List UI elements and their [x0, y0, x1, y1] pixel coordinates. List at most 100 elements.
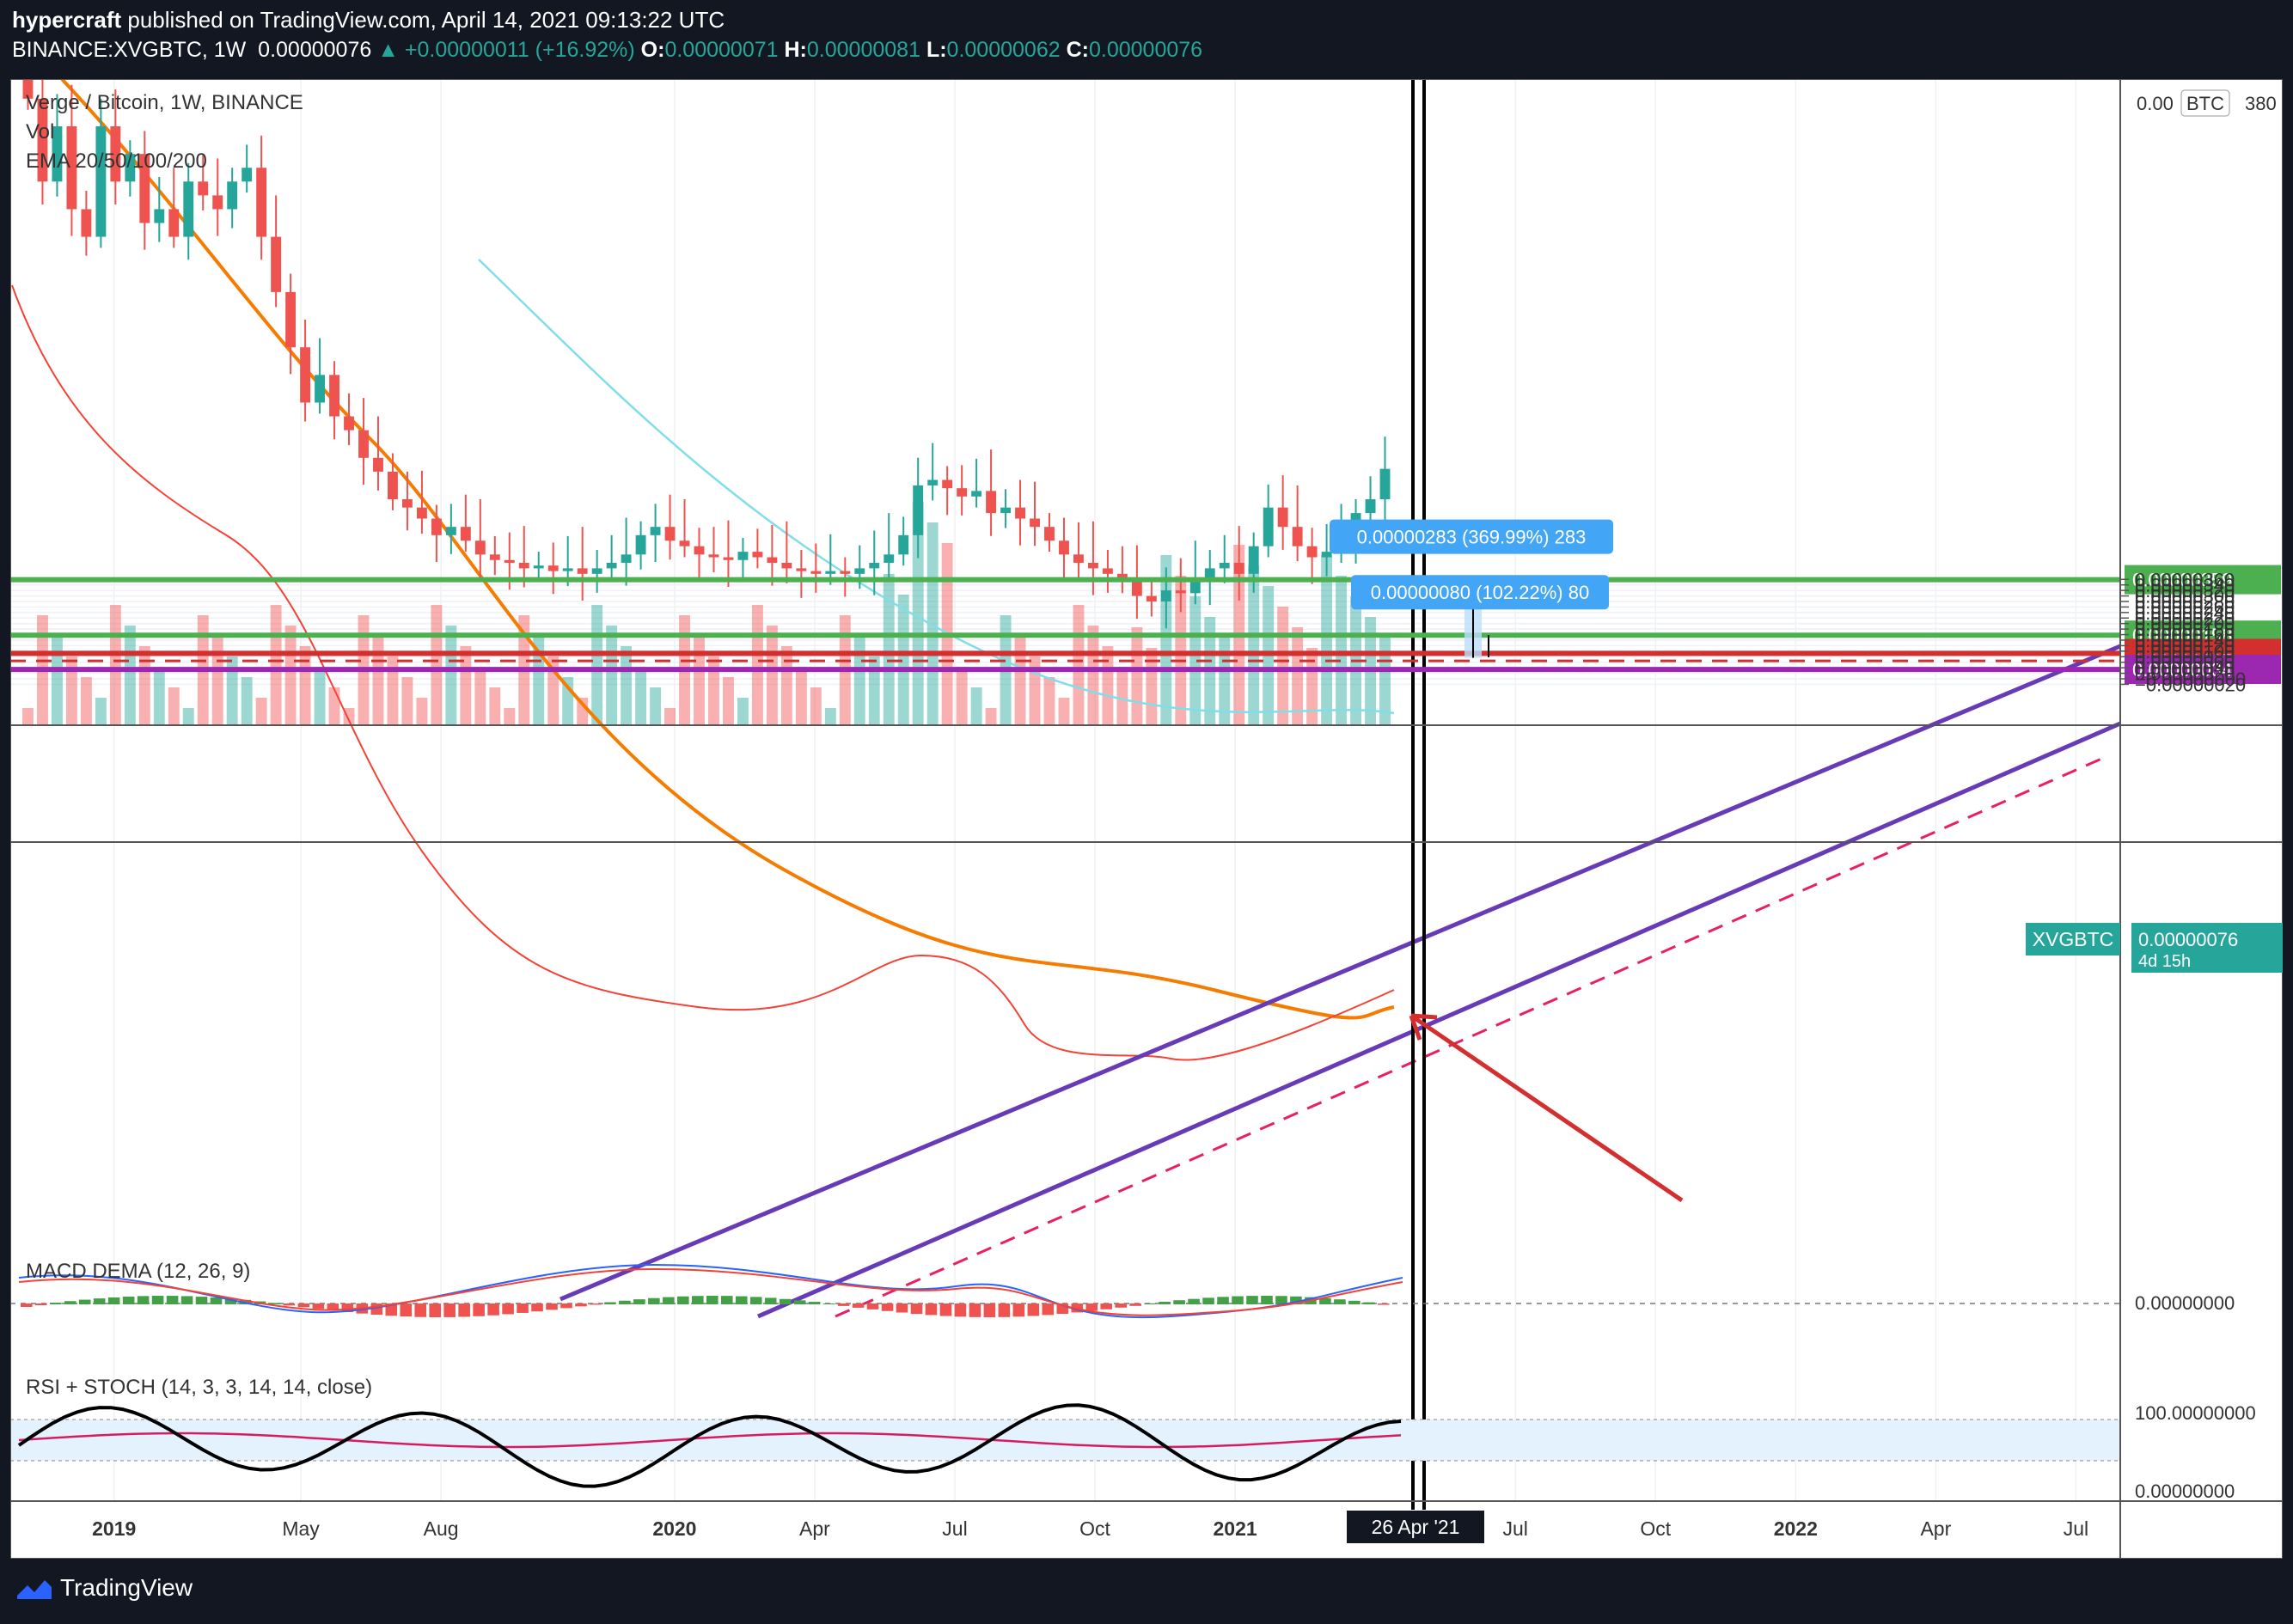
volume-bar	[926, 522, 939, 725]
volume-bar	[226, 656, 238, 725]
trendlines	[559, 79, 2121, 1510]
candle-body	[344, 416, 354, 430]
open-value: 0.00000071	[664, 38, 779, 62]
macd-line	[18, 1263, 1403, 1319]
candle-body	[650, 527, 661, 535]
candle-body	[110, 126, 121, 182]
pointer-arrow-head	[1409, 1013, 1438, 1041]
volume-bar	[109, 605, 121, 725]
symbol-badge-text: XVGBTC	[2033, 928, 2114, 950]
candle-body	[708, 554, 719, 558]
macd-pane	[10, 1263, 2120, 1319]
candle-body	[1379, 468, 1391, 500]
volume-bar	[1116, 667, 1128, 725]
macd-hist	[429, 1303, 441, 1317]
candle-body	[1204, 568, 1215, 583]
measure-badge	[1330, 519, 1613, 554]
volume-bar	[1379, 638, 1391, 725]
candle-body	[1248, 546, 1259, 574]
tradingview-logo[interactable]: TradingView	[15, 1574, 193, 1602]
footer-bar	[0, 1562, 2293, 1624]
candle-body	[445, 527, 456, 535]
candle-body	[869, 562, 880, 569]
candle-body	[168, 209, 180, 237]
macd-hist	[443, 1303, 456, 1317]
candle-body	[139, 154, 150, 223]
candle-body	[242, 168, 253, 182]
macd-hist	[34, 1303, 47, 1306]
candle-body	[504, 559, 515, 563]
volume-bar	[95, 698, 107, 725]
macd-hist	[720, 1296, 733, 1304]
macd-hist	[604, 1302, 616, 1304]
candle-body	[621, 554, 632, 563]
price-tick: 0.00000280	[2135, 591, 2235, 613]
candle-body	[796, 568, 807, 571]
macd-hist	[1319, 1297, 1331, 1304]
macd-hist	[925, 1303, 938, 1316]
candle-body	[781, 562, 792, 569]
candle-body	[1015, 507, 1025, 519]
volume-bar	[1321, 555, 1333, 725]
volume-bar	[138, 646, 150, 725]
current-price-countdown: 4d 15h	[2138, 952, 2191, 971]
vol-legend: Vol	[26, 120, 54, 143]
volume-bar	[956, 667, 968, 725]
currency-box[interactable]	[2180, 89, 2230, 117]
volume-bar	[635, 667, 647, 725]
time-tick: 2019	[92, 1517, 136, 1540]
macd-hist	[677, 1296, 689, 1304]
chart-area[interactable]: 0.000003590.000001580.000000920.00000065…	[9, 43, 2284, 1560]
volume-bar	[65, 656, 77, 725]
macd-hist	[1378, 1303, 1390, 1305]
macd-hist	[1042, 1303, 1055, 1316]
volume-bar	[737, 698, 749, 725]
macd-hist	[137, 1296, 150, 1304]
ohlc-line: BINANCE:XVGBTC, 1W 0.00000076 ▲ +0.00000…	[12, 38, 1202, 63]
high-value: 0.00000081	[806, 38, 920, 62]
macd-hist	[546, 1303, 558, 1310]
candle-body	[300, 347, 311, 403]
axes: 0.000003600.000003400.000003200.00000300…	[9, 78, 2284, 1560]
macd-hist	[1290, 1296, 1302, 1304]
time-tick: Oct	[1079, 1517, 1110, 1540]
candle-body	[1233, 562, 1244, 574]
publisher-name[interactable]: hypercraft	[12, 7, 122, 33]
macd-legend: MACD DEMA (12, 26, 9)	[26, 1260, 250, 1283]
macd-hist	[1217, 1297, 1229, 1304]
candle-body	[635, 534, 646, 555]
tradingview-brand: TradingView	[60, 1574, 193, 1601]
time-tick: Jul	[2064, 1517, 2088, 1540]
candle-body	[1131, 582, 1142, 596]
volume-bar	[284, 626, 297, 725]
macd-hist	[779, 1298, 792, 1304]
volume-bar	[810, 687, 822, 725]
candle-body	[1175, 590, 1186, 594]
candle-body	[183, 181, 194, 237]
candle-body	[577, 568, 588, 574]
macd-hist	[837, 1303, 850, 1306]
volume-bar	[211, 636, 223, 725]
time-tick: Jul	[1502, 1517, 1527, 1540]
current-price-value: 0.00000076	[2138, 929, 2238, 950]
volume-bar	[328, 687, 340, 725]
candle-body	[1102, 568, 1113, 574]
macd-hist	[575, 1303, 587, 1307]
candles	[22, 43, 1391, 629]
macd-hist	[1115, 1303, 1127, 1308]
volume-bar	[883, 574, 895, 725]
volume-bar	[591, 605, 603, 725]
candle-body	[533, 565, 544, 569]
macd-hist	[414, 1303, 427, 1317]
macd-hist	[166, 1296, 179, 1304]
candle-body	[591, 568, 602, 574]
rsi-band	[10, 1419, 2120, 1461]
time-tick: Apr	[799, 1517, 830, 1540]
chart-svg[interactable]: 0.000003590.000001580.000000920.00000065…	[9, 43, 2284, 1560]
macd-hist	[590, 1303, 602, 1305]
candle-body	[913, 485, 924, 535]
macd-axis-label: 0.00000000	[2135, 1292, 2235, 1314]
macd-hist	[663, 1297, 675, 1304]
candle-body	[125, 154, 136, 182]
price-tick: 0.00000140	[2135, 630, 2235, 651]
